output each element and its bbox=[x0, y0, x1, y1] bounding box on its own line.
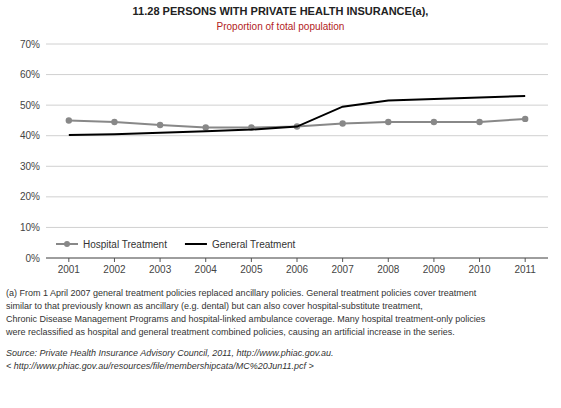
x-tick-label: 2004 bbox=[195, 264, 218, 275]
grid-line bbox=[46, 166, 548, 167]
source: < http://www.phiac.gov.au/resources/file… bbox=[6, 361, 314, 371]
x-tick bbox=[160, 258, 161, 262]
x-tick-label: 2005 bbox=[240, 264, 263, 275]
x-tick bbox=[205, 258, 206, 262]
legend-swatch bbox=[185, 243, 207, 245]
x-tick bbox=[479, 258, 480, 262]
x-tick-label: 2009 bbox=[423, 264, 446, 275]
subtitle: Proportion of total population bbox=[217, 21, 345, 32]
x-tick-label: 2010 bbox=[468, 264, 491, 275]
series-line bbox=[69, 96, 525, 135]
footnote: (a) From 1 April 2007 general treatment … bbox=[6, 288, 477, 298]
grid-line bbox=[46, 44, 548, 45]
y-tick-label: 50% bbox=[20, 100, 40, 111]
point bbox=[339, 120, 345, 126]
legend-label: Hospital Treatment bbox=[83, 239, 167, 250]
grid-line bbox=[46, 135, 548, 136]
y-tick-label: 30% bbox=[20, 161, 40, 172]
footnote: were reclassified as hospital and genera… bbox=[5, 327, 455, 337]
x-tick-label: 2002 bbox=[103, 264, 126, 275]
point bbox=[476, 119, 482, 125]
legend-label: General Treatment bbox=[212, 239, 296, 250]
point bbox=[111, 119, 117, 125]
x-tick-label: 2007 bbox=[332, 264, 355, 275]
point bbox=[157, 122, 163, 128]
x-tick bbox=[114, 258, 115, 262]
plot-area bbox=[66, 96, 529, 135]
x-tick-label: 2008 bbox=[377, 264, 400, 275]
point bbox=[203, 124, 209, 130]
x-tick bbox=[297, 258, 298, 262]
point bbox=[522, 116, 528, 122]
source: Source: Private Health Insurance Advisor… bbox=[6, 348, 334, 358]
footnote: Chronic Disease Management Programs and … bbox=[6, 314, 486, 324]
x-tick bbox=[251, 258, 252, 262]
y-tick-label: 40% bbox=[20, 130, 40, 141]
point bbox=[385, 119, 391, 125]
x-tick-label: 2001 bbox=[58, 264, 81, 275]
point bbox=[431, 119, 437, 125]
x-tick-label: 2003 bbox=[149, 264, 172, 275]
x-tick bbox=[68, 258, 69, 262]
legend-marker bbox=[64, 241, 70, 247]
y-tick-label: 60% bbox=[20, 69, 40, 80]
legend: Hospital Treatment General Treatment bbox=[56, 239, 296, 250]
x-tick bbox=[388, 258, 389, 262]
point bbox=[66, 117, 72, 123]
y-tick-label: 20% bbox=[20, 191, 40, 202]
grid-line bbox=[46, 105, 548, 106]
grid-line bbox=[46, 196, 548, 197]
title: 11.28 PERSONS WITH PRIVATE HEALTH INSURA… bbox=[133, 5, 429, 17]
footnote: similar to that previously known as anci… bbox=[6, 301, 423, 311]
x-tick bbox=[525, 258, 526, 262]
x-tick-label: 2006 bbox=[286, 264, 309, 275]
grid-line bbox=[46, 227, 548, 228]
x-tick bbox=[433, 258, 434, 262]
y-tick-label: 10% bbox=[20, 222, 40, 233]
x-tick bbox=[342, 258, 343, 262]
grid-line bbox=[46, 74, 548, 75]
grid bbox=[46, 44, 548, 258]
x-tick-label: 2011 bbox=[514, 264, 536, 275]
y-tick-label: 0% bbox=[26, 253, 41, 264]
y-tick-label: 70% bbox=[20, 39, 40, 50]
chart: 11.28 PERSONS WITH PRIVATE HEALTH INSURA… bbox=[0, 0, 561, 408]
